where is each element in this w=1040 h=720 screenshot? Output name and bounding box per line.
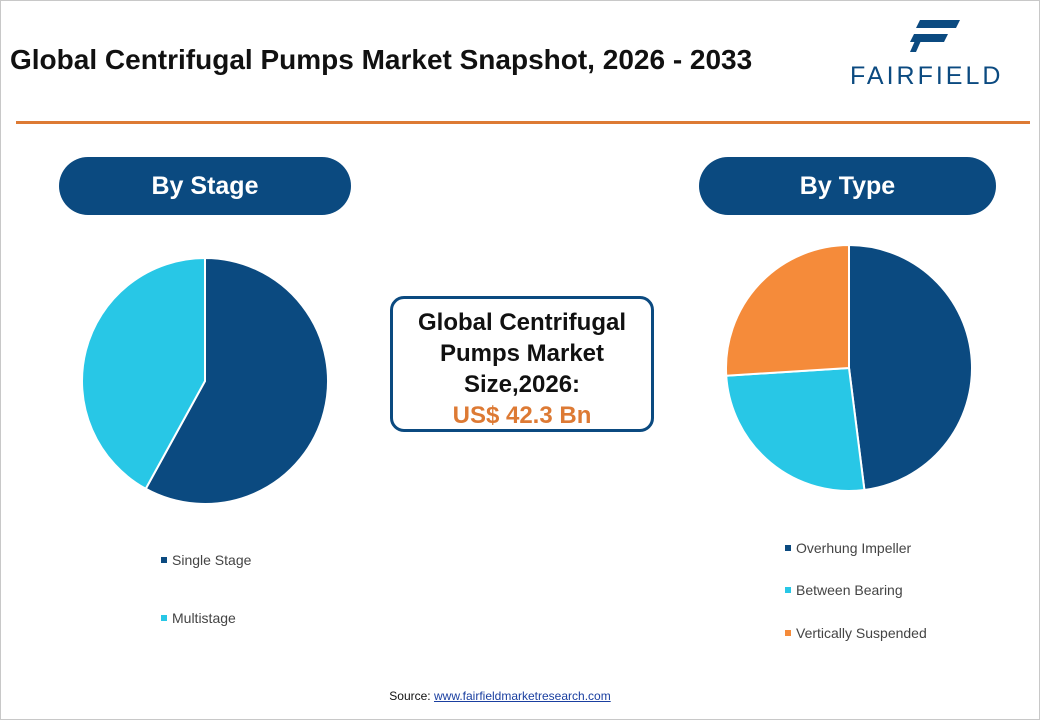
legend-item-overhung-impeller: Overhung Impeller [785,540,911,556]
legend-item-vertically-suspended: Vertically Suspended [785,625,927,641]
legend-swatch [785,545,791,551]
legend-item-multistage: Multistage [161,610,236,626]
legend-label: Overhung Impeller [796,540,912,556]
type-pie-chart [725,243,973,492]
source-label: Source: [389,689,434,703]
legend-swatch [785,587,791,593]
by-type-heading: By Type [699,157,996,215]
legend-swatch [785,630,791,636]
pie-slice-single-stage [144,256,329,505]
market-size-box: Global Centrifugal Pumps Market Size,202… [390,296,654,432]
legend-label: Single Stage [172,552,252,568]
pie-slice-between-bearing [725,366,866,492]
stage-pie-chart [81,256,329,505]
source-link[interactable]: www.fairfieldmarketresearch.com [433,689,611,703]
market-size-value: US$ 42.3 Bn [452,402,592,429]
logo-mark-icon [910,20,960,52]
market-size-line2: Pumps Market [439,340,605,367]
pie-slice-overhung-impeller [848,243,973,492]
legend-item-single-stage: Single Stage [161,552,251,568]
pie-slice-multistage [81,256,206,491]
market-size-line1: Global Centrifugal [417,309,626,336]
by-stage-heading: By Stage [59,157,351,215]
legend-item-between-bearing: Between Bearing [785,582,903,598]
legend-label: Multistage [172,610,236,626]
legend-label: Between Bearing [796,582,903,598]
legend-swatch [161,557,167,563]
pie-slice-vertically-suspended [725,243,850,377]
legend-swatch [161,615,167,621]
market-size-line3: Size,2026: [463,371,581,398]
header-divider [16,121,1030,124]
source-note: Source: www.fairfieldmarketresearch.com [0,689,1000,703]
logo-wordmark: FAIRFIELD [850,62,1004,90]
legend-label: Vertically Suspended [796,625,927,641]
fairfield-logo: FAIRFIELD [848,18,1024,90]
page-title: Global Centrifugal Pumps Market Snapshot… [10,44,753,75]
